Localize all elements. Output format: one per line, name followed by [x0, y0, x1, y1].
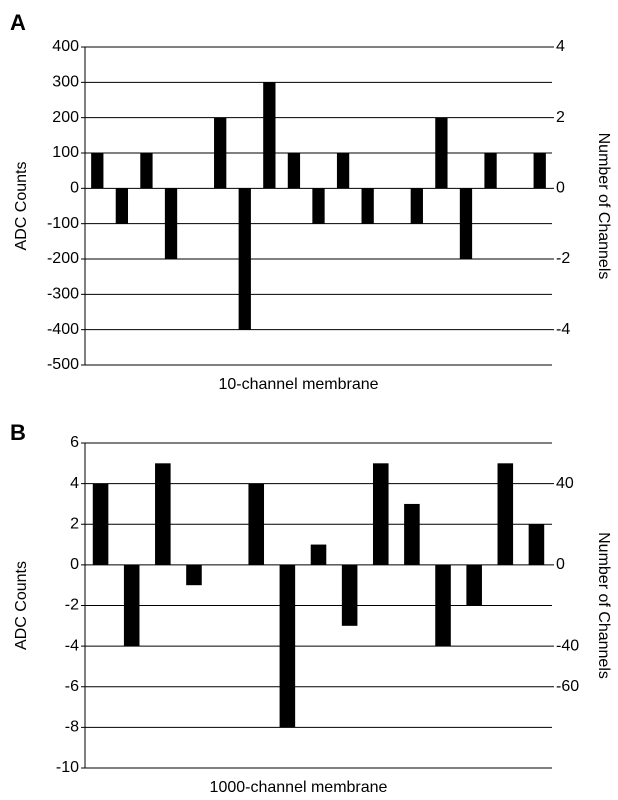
bar [164, 188, 178, 259]
bar [372, 463, 389, 565]
bar [459, 188, 473, 259]
y-tick-label: 6 [70, 434, 79, 451]
bar [263, 82, 276, 189]
y-tick-label: 2 [70, 515, 79, 532]
y-tick-label: -2 [65, 597, 79, 614]
panel-label: B [10, 420, 26, 445]
bar [310, 544, 327, 565]
y-tick-label: 200 [52, 109, 79, 126]
bar [404, 503, 420, 565]
y-tick-label: 0 [70, 180, 79, 197]
bar [361, 188, 374, 224]
y-tick-label: -400 [47, 321, 79, 338]
y2-tick-label: 2 [556, 109, 565, 126]
y2-tick-label: -2 [556, 250, 570, 267]
bar [435, 564, 451, 647]
bar [533, 153, 546, 189]
x-axis-title: 1000-channel membrane [210, 779, 388, 796]
y-tick-label: 300 [52, 74, 79, 91]
bar [435, 117, 448, 189]
bar [484, 153, 497, 189]
x-axis-title: 10-channel membrane [218, 376, 378, 393]
y2-tick-label: 40 [556, 475, 574, 492]
y-tick-label: -300 [47, 286, 79, 303]
panel-label: A [10, 10, 26, 35]
y2-tick-label: 4 [556, 38, 565, 55]
y-tick-label: 100 [52, 144, 79, 161]
y-tick-label: -8 [65, 719, 79, 736]
y-tick-label: -6 [65, 678, 79, 695]
bar [528, 524, 545, 565]
bar [186, 564, 202, 586]
bar [140, 153, 153, 189]
y2-axis-title: Number of Channels [595, 133, 612, 280]
bar [336, 153, 350, 189]
y-tick-label: -4 [65, 637, 79, 654]
bar [341, 564, 358, 626]
y-tick-label: 400 [52, 38, 79, 55]
y-tick-label: -200 [47, 250, 79, 267]
y-tick-label: -500 [47, 356, 79, 373]
y2-tick-label: -60 [556, 678, 579, 695]
y2-tick-label: 0 [556, 180, 565, 197]
y-tick-label: 0 [70, 556, 79, 573]
bar [287, 153, 301, 189]
y2-axis-title: Number of Channels [595, 532, 612, 679]
bar [115, 188, 129, 224]
y-axis-title: ADC Counts [13, 561, 30, 650]
y2-tick-label: -40 [556, 637, 579, 654]
bar [497, 463, 514, 565]
y2-tick-label: 0 [556, 556, 565, 573]
bar [248, 483, 265, 565]
bar [92, 483, 109, 565]
bar [123, 564, 140, 647]
bar [238, 188, 251, 330]
y-tick-label: -10 [56, 759, 79, 776]
bar [279, 564, 296, 728]
bar [91, 153, 104, 189]
y-tick-label: 4 [70, 475, 79, 492]
bar [214, 117, 227, 189]
bar [312, 188, 325, 224]
y-tick-label: -100 [47, 215, 79, 232]
bar [466, 564, 482, 606]
bar [155, 463, 171, 565]
bar [410, 188, 423, 224]
y-axis-title: ADC Counts [13, 162, 30, 251]
y2-tick-label: -4 [556, 321, 570, 338]
